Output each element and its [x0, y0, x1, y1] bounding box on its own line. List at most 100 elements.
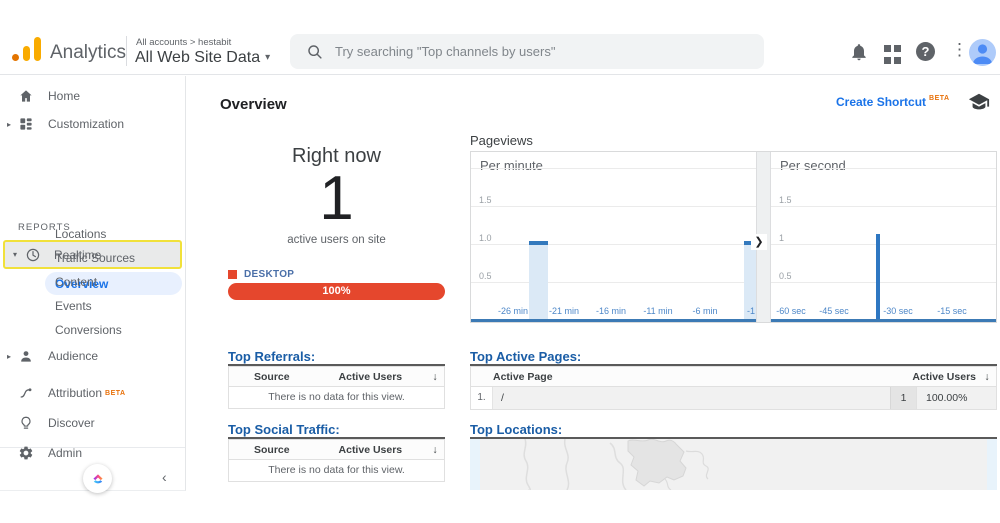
apps-grid-icon[interactable]: [884, 45, 904, 65]
beta-badge: BETA: [105, 389, 126, 397]
pageviews-bar: [876, 234, 880, 319]
gear-icon: [19, 446, 33, 460]
more-options-icon[interactable]: ⋮: [951, 40, 968, 59]
gridline: [771, 282, 996, 283]
heading-rule: [470, 437, 997, 439]
sidebar-item-home[interactable]: Home: [0, 85, 185, 107]
breadcrumb[interactable]: All accounts > hestabit: [136, 37, 232, 48]
sidebar-item-realtime[interactable]: ▾ Realtime: [3, 240, 182, 269]
sidebar-item-overview[interactable]: Overview: [45, 272, 182, 295]
x-tick-label: -11 min: [643, 306, 673, 316]
sidebar-item-content[interactable]: Content: [0, 271, 185, 293]
gridline: [771, 244, 996, 245]
sidebar-item-attribution[interactable]: Attribution BETA: [0, 382, 185, 404]
per-second-label: Per second: [780, 158, 846, 173]
sort-desc-icon[interactable]: ↓: [432, 370, 438, 383]
x-tick-label: -45 sec: [819, 306, 849, 316]
sidebar-item-label: Overview: [55, 276, 109, 291]
create-shortcut-link[interactable]: Create Shortcut BETA: [836, 95, 950, 109]
active-users-count: 1: [319, 164, 354, 233]
top-referrals-heading: Top Referrals:: [228, 349, 316, 364]
x-tick-label: -21 min: [548, 306, 580, 316]
active-page-cell: /: [492, 387, 890, 409]
top-active-pages-heading: Top Active Pages:: [470, 349, 582, 364]
sidebar-item-label: Conversions: [55, 323, 122, 337]
sidebar-item-label: Locations: [55, 227, 107, 241]
column-header: Source: [254, 370, 290, 383]
table-header-row: Active Page Active Users ↓: [471, 367, 996, 387]
top-locations-heading: Top Locations:: [470, 422, 563, 437]
sidebar-item-label: Home: [48, 89, 81, 103]
chart-gutter: ❯: [751, 152, 771, 322]
clickup-widget-button[interactable]: [83, 464, 112, 493]
analytics-logo[interactable]: [12, 36, 44, 62]
pageviews-bar: [529, 241, 548, 319]
sidebar-collapse-icon[interactable]: ‹: [162, 469, 167, 485]
table-row: 1. / 1 100.00%: [471, 387, 996, 409]
sidebar-item-label: Traffic Sources: [55, 251, 136, 265]
sidebar-item-label: Content: [55, 275, 98, 289]
customization-icon: [20, 118, 32, 130]
expand-chart-icon[interactable]: ❯: [751, 234, 767, 250]
x-tick-label: -30 sec: [883, 306, 913, 316]
chevron-right-icon: ▸: [6, 351, 11, 361]
column-header: Source: [254, 443, 290, 456]
sidebar-item-customization[interactable]: ▸ Customization: [0, 113, 185, 135]
app-header: Analytics All accounts > hestabit All We…: [0, 0, 1000, 75]
chart-baseline: [771, 319, 996, 322]
top-referrals-table: Source Active Users ↓ There is no data f…: [228, 366, 445, 409]
sidebar-item-label: Attribution: [48, 386, 103, 400]
pageviews-bar: [744, 241, 756, 319]
empty-state-message: There is no data for this view.: [268, 464, 405, 476]
property-selector[interactable]: All Web Site Data ▾: [135, 49, 270, 67]
academy-graduation-cap-icon[interactable]: [968, 91, 990, 113]
sidebar-item-traffic-sources[interactable]: Traffic Sources: [0, 247, 185, 269]
property-name: All Web Site Data: [135, 49, 261, 66]
pageviews-title: Pageviews: [470, 133, 533, 148]
sidebar-item-audience[interactable]: ▸ Audience: [0, 345, 185, 367]
notifications-bell-icon[interactable]: [849, 42, 869, 62]
sidebar-item-conversions[interactable]: Conversions: [0, 319, 185, 341]
y-tick-label: 0.5: [779, 271, 792, 281]
column-header: Active Users: [338, 443, 403, 456]
sidebar-item-label: Customization: [48, 117, 125, 131]
sidebar-item-label: Discover: [48, 416, 95, 430]
pageviews-charts: Per minute 1.5 1.0 0.5 -26 min -21 min -…: [470, 151, 997, 323]
column-header: Active Page: [493, 370, 553, 383]
brand-name: Analytics: [50, 42, 127, 63]
x-tick-label: -60 sec: [776, 306, 806, 316]
help-icon[interactable]: ?: [916, 42, 936, 62]
x-tick-label: -1: [746, 306, 756, 316]
active-users-cell: 1: [890, 387, 916, 409]
column-header: Active Users: [912, 370, 976, 383]
gridline: [471, 168, 756, 169]
reports-section-label: REPORTS: [18, 222, 71, 233]
person-icon: [21, 351, 31, 362]
column-header: Active Users: [338, 370, 403, 383]
desktop-legend-swatch: [228, 270, 237, 279]
sort-desc-icon[interactable]: ↓: [984, 370, 990, 383]
device-legend: DESKTOP: [228, 269, 294, 280]
home-icon: [20, 90, 32, 102]
search-input[interactable]: [335, 44, 735, 59]
header-divider: [126, 36, 127, 66]
per-minute-label: Per minute: [480, 158, 543, 173]
gridline: [471, 282, 756, 283]
sidebar-item-admin[interactable]: Admin: [0, 442, 185, 464]
sidebar-item-label: Admin: [48, 446, 83, 460]
chevron-down-icon: ▾: [265, 52, 271, 63]
search-bar[interactable]: [290, 34, 764, 69]
top-social-traffic-heading: Top Social Traffic:: [228, 422, 340, 437]
sidebar-item-locations[interactable]: Locations: [0, 223, 185, 245]
chart-baseline: [471, 319, 756, 322]
user-avatar[interactable]: [969, 39, 996, 66]
sidebar-item-events[interactable]: Events: [0, 295, 185, 317]
x-tick-label: -16 min: [595, 306, 627, 316]
row-rank: 1.: [477, 392, 486, 403]
sort-desc-icon[interactable]: ↓: [432, 443, 438, 456]
clock-icon: [26, 248, 40, 261]
gridline: [471, 244, 756, 245]
beta-badge: BETA: [929, 95, 950, 102]
sidebar-item-discover[interactable]: Discover: [0, 412, 185, 434]
y-tick-label: 1.5: [479, 195, 492, 205]
